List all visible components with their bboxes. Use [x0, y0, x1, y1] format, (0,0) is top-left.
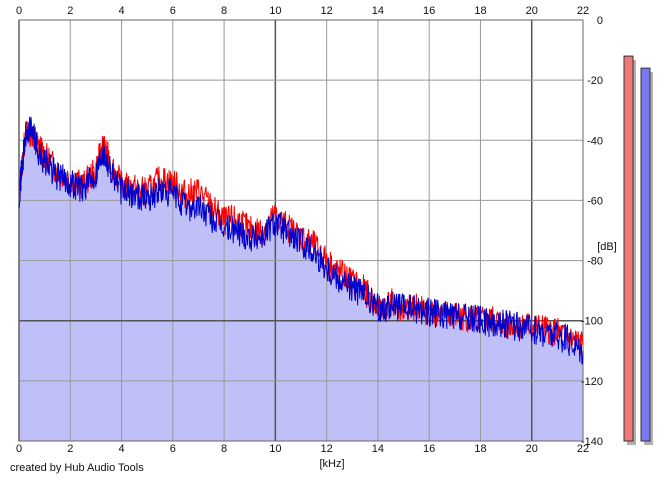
y-tick-label: -100 — [581, 316, 603, 328]
x-tick-label-bottom: 18 — [474, 443, 486, 455]
series-line-1 — [18, 117, 584, 355]
x-tick-label-bottom: 22 — [577, 443, 589, 455]
x-tick-label-top: 18 — [474, 5, 486, 17]
x-tick-label-bottom: 10 — [269, 443, 281, 455]
x-tick-label-top: 14 — [372, 5, 384, 17]
level-meter-1 — [623, 55, 634, 442]
y-axis-label: [dB] — [597, 241, 617, 253]
x-tick-label-bottom: 8 — [221, 443, 227, 455]
x-axis-label: [kHz] — [319, 458, 344, 470]
y-tick-label: -40 — [587, 135, 603, 147]
y-tick-label: -140 — [581, 436, 603, 448]
x-tick-label-bottom: 0 — [16, 443, 22, 455]
x-tick-label-top: 0 — [16, 5, 22, 17]
x-tick-label-bottom: 6 — [170, 443, 176, 455]
y-tick-label: -80 — [587, 256, 603, 268]
y-tick-label: -120 — [581, 376, 603, 388]
x-tick-label-bottom: 14 — [372, 443, 384, 455]
series-line-2 — [18, 116, 584, 365]
credit-text: created by Hub Audio Tools — [10, 462, 144, 474]
x-tick-label-bottom: 2 — [67, 443, 73, 455]
y-tick-label: 0 — [597, 15, 603, 27]
x-tick-label-top: 16 — [423, 5, 435, 17]
plot-frame — [18, 19, 584, 442]
spectrum-fill — [19, 116, 583, 441]
x-tick-label-bottom: 16 — [423, 443, 435, 455]
level-meter-2 — [640, 67, 651, 442]
x-tick-label-top: 6 — [170, 5, 176, 17]
x-tick-label-bottom: 12 — [321, 443, 333, 455]
x-tick-label-top: 4 — [118, 5, 124, 17]
y-tick-label: -20 — [587, 75, 603, 87]
x-tick-label-top: 22 — [577, 5, 589, 17]
y-tick-label: -60 — [587, 195, 603, 207]
x-tick-label-top: 12 — [321, 5, 333, 17]
x-tick-label-top: 10 — [269, 5, 281, 17]
x-tick-label-bottom: 4 — [118, 443, 124, 455]
x-tick-label-bottom: 20 — [526, 443, 538, 455]
x-tick-label-top: 2 — [67, 5, 73, 17]
x-tick-label-top: 20 — [526, 5, 538, 17]
x-tick-label-top: 8 — [221, 5, 227, 17]
